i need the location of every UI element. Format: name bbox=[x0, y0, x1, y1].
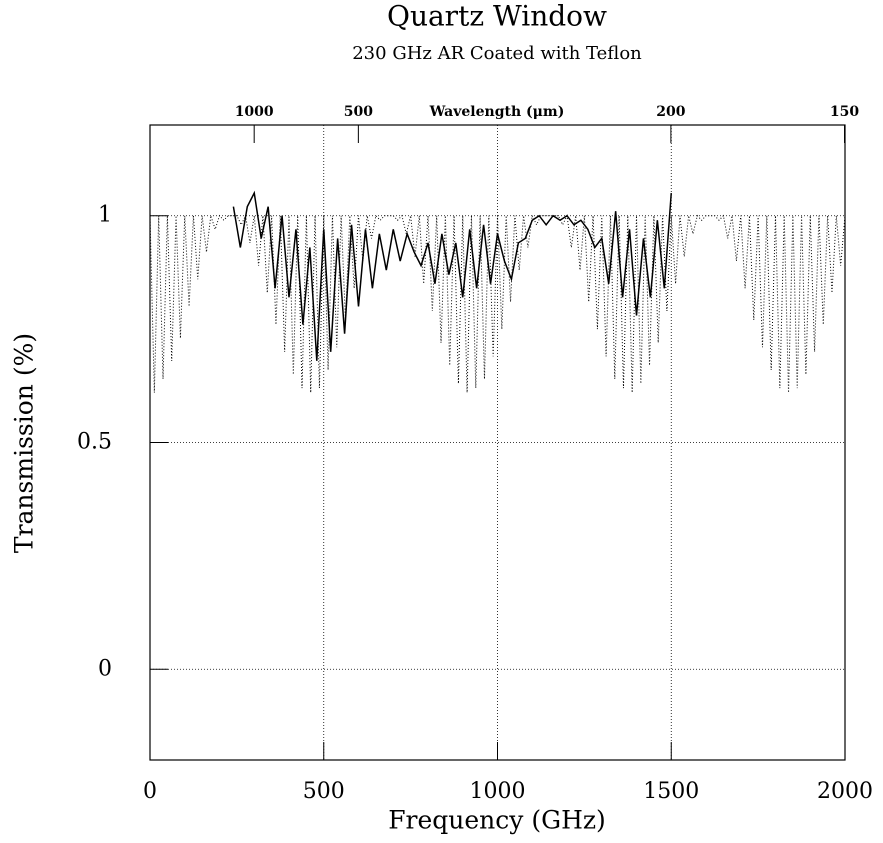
model-line bbox=[149, 213, 846, 393]
y-axis-label: Transmission (%) bbox=[10, 333, 39, 553]
x-tick-label: 1500 bbox=[643, 779, 699, 804]
x-axis-label: Frequency (GHz) bbox=[388, 806, 606, 835]
x-tick-label: 500 bbox=[303, 779, 345, 804]
plot-frame bbox=[149, 124, 846, 761]
x2-axis-label: Wavelength (μm) bbox=[429, 104, 565, 120]
x2-tick-label: 200 bbox=[656, 104, 685, 120]
x-tick-label: 1000 bbox=[470, 779, 526, 804]
x-tick-label: 0 bbox=[143, 779, 157, 804]
x2-tick-label: 150 bbox=[830, 104, 859, 120]
chart-title: Quartz Window bbox=[387, 0, 607, 33]
x2-tick-label: 1000 bbox=[235, 104, 274, 120]
x-tick-label: 2000 bbox=[817, 779, 873, 804]
chart-subtitle: 230 GHz AR Coated with Teflon bbox=[352, 43, 642, 64]
y-tick-label: 0 bbox=[98, 656, 112, 681]
y-tick-label: 1 bbox=[98, 203, 112, 228]
y-tick-label: 0.5 bbox=[77, 430, 112, 455]
x2-tick-label: 500 bbox=[344, 104, 373, 120]
measured-line bbox=[232, 190, 672, 361]
